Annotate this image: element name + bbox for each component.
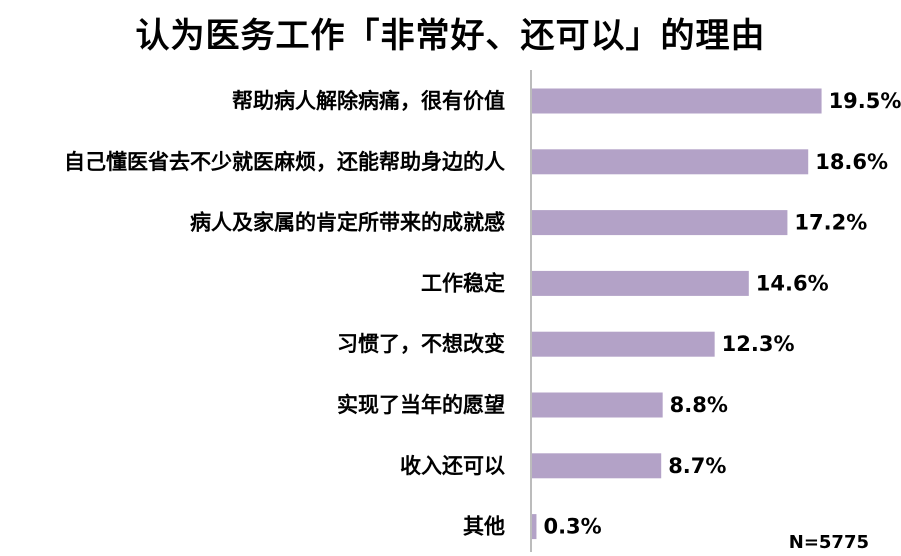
- category-label-3: 工作稳定: [421, 271, 505, 295]
- category-label-5: 实现了当年的愿望: [337, 393, 505, 417]
- bar-0: [532, 88, 822, 114]
- category-label-1: 自己懂医省去不少就医麻烦，还能帮助身边的人: [64, 150, 505, 174]
- chart-title: 认为医务工作「非常好、还可以」的理由: [135, 16, 766, 56]
- bar-5: [532, 392, 663, 418]
- category-label-7: 其他: [463, 515, 505, 539]
- bar-4: [532, 331, 715, 357]
- bars-layer: 帮助病人解除病痛，很有价值 19.5% 自己懂医省去不少就医麻烦，还能帮助身边的人 1…: [64, 88, 901, 540]
- value-label-4: 12.3%: [722, 332, 795, 356]
- bar-7: [532, 514, 537, 540]
- category-label-6: 收入还可以: [400, 454, 505, 478]
- sample-size-annotation: N=5775: [788, 532, 869, 553]
- value-label-6: 8.7%: [668, 454, 726, 478]
- bar-1: [532, 149, 809, 175]
- category-label-2: 病人及家属的肯定所带来的成就感: [190, 211, 505, 235]
- value-label-2: 17.2%: [794, 211, 867, 235]
- value-label-5: 8.8%: [670, 393, 728, 417]
- bar-3: [532, 270, 749, 296]
- bar-2: [532, 210, 788, 236]
- value-label-3: 14.6%: [756, 271, 829, 295]
- value-label-7: 0.3%: [543, 515, 601, 539]
- value-label-1: 18.6%: [815, 150, 888, 174]
- category-label-4: 习惯了，不想改变: [337, 332, 505, 356]
- bar-6: [532, 453, 662, 479]
- value-label-0: 19.5%: [829, 89, 901, 113]
- category-label-0: 帮助病人解除病痛，很有价值: [232, 89, 505, 113]
